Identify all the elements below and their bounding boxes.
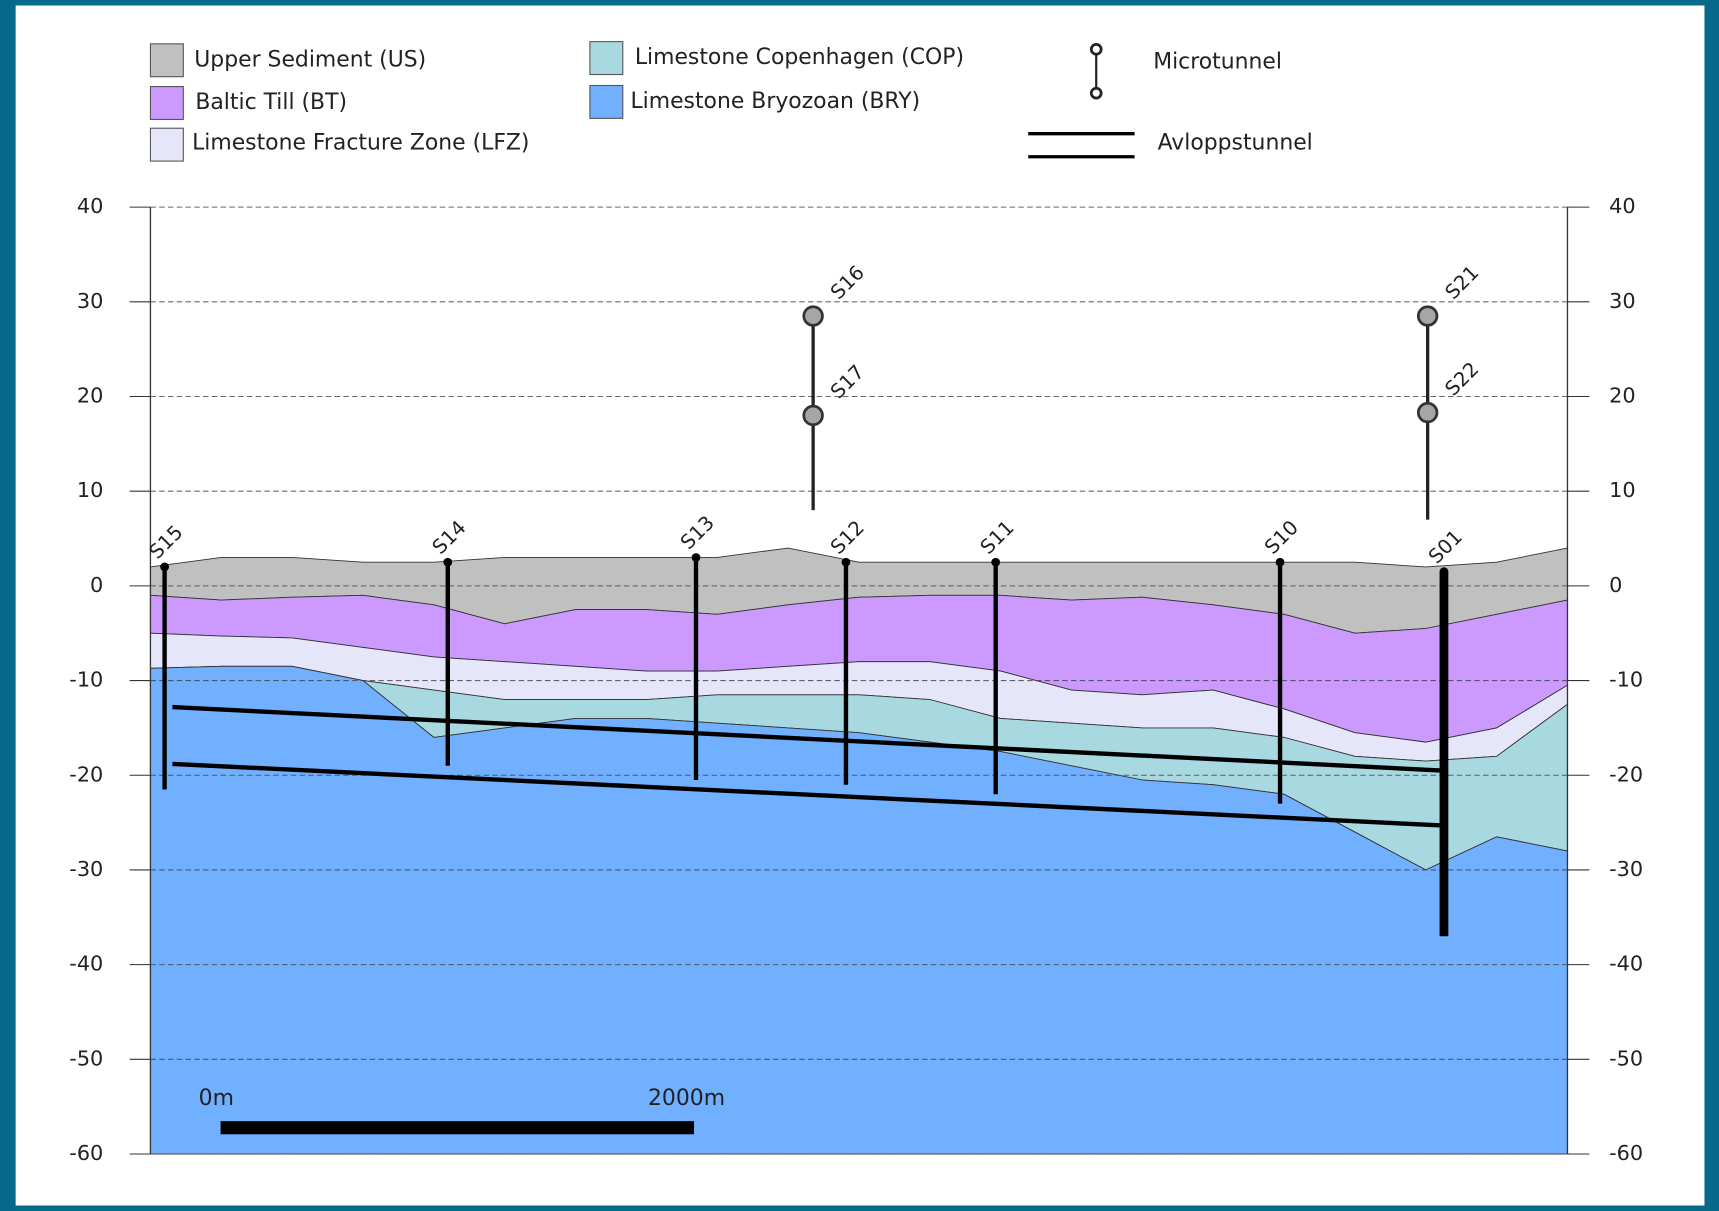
y-tick-label: 40 (77, 194, 103, 218)
borehole-top (160, 562, 169, 572)
borehole-top (991, 557, 1001, 567)
microtunnel-node (1416, 305, 1439, 327)
scale-bar (220, 1121, 695, 1135)
legend-label: Microtunnel (1153, 49, 1282, 74)
legend-swatch (589, 41, 624, 76)
scale-label: 0m (199, 1086, 234, 1111)
y-tick-label: -20 (69, 762, 103, 786)
y-tick-label: -10 (69, 668, 103, 692)
legend-label: Avloppstunnel (1158, 131, 1313, 156)
legend-microtunnel-icon (1089, 43, 1103, 56)
y-tick-label: -20 (1609, 762, 1643, 786)
y-tick-label: 40 (1609, 194, 1635, 218)
tunnel (172, 761, 1442, 828)
microtunnel-node (1416, 401, 1439, 424)
borehole-top (841, 557, 851, 567)
legend-swatch (149, 86, 184, 121)
borehole-top (1275, 557, 1285, 567)
y-tick-label: -50 (69, 1046, 103, 1070)
y-tick-label: -50 (1609, 1046, 1643, 1070)
legend-label: Limestone Bryozoan (BRY) (630, 89, 920, 114)
grid: 40 40 30 30 20 20 10 10 0 0 -10 -10 -20 -20 -30 -30 -40 -… (69, 194, 1643, 1165)
y-tick-label: 0 (90, 573, 103, 597)
y-tick-label: 30 (77, 289, 103, 313)
y-tick-label: -60 (69, 1141, 103, 1165)
legend-swatch (149, 127, 184, 162)
tunnel (172, 704, 1442, 773)
y-tick-label: -60 (1609, 1141, 1643, 1165)
y-tick-label: -10 (1609, 668, 1643, 692)
y-tick-label: 20 (77, 384, 103, 408)
y-tick-label: -30 (69, 857, 103, 881)
y-tick-label: -30 (1609, 857, 1643, 881)
borehole-top (691, 553, 701, 562)
y-tick-label: -40 (69, 952, 103, 976)
legend: Microtunnel Avloppstunnel Upper Sediment… (149, 41, 1313, 162)
legend-label: Limestone Fracture Zone (LFZ) (192, 131, 529, 156)
legend-swatch (589, 84, 624, 119)
y-tick-label: 20 (1609, 384, 1635, 408)
layers (149, 547, 1568, 1155)
legend-swatch (149, 43, 184, 78)
y-tick-label: -40 (1609, 952, 1643, 976)
microtunnel-node (802, 404, 824, 427)
borehole-top (443, 557, 453, 567)
legend-label: Baltic Till (BT) (195, 90, 347, 115)
legend-microtunnel-icon (1089, 86, 1103, 100)
borehole-top (1439, 567, 1449, 577)
legend-label: Upper Sediment (US) (194, 47, 426, 72)
microtunnel-node (802, 305, 824, 327)
legend-label: Limestone Copenhagen (COP) (635, 45, 964, 70)
y-tick-label: 0 (1609, 573, 1622, 597)
scale-label: 2000m (648, 1086, 725, 1111)
y-tick-label: 10 (77, 478, 103, 502)
y-tick-label: 30 (1609, 289, 1635, 313)
y-tick-label: 10 (1609, 478, 1635, 502)
